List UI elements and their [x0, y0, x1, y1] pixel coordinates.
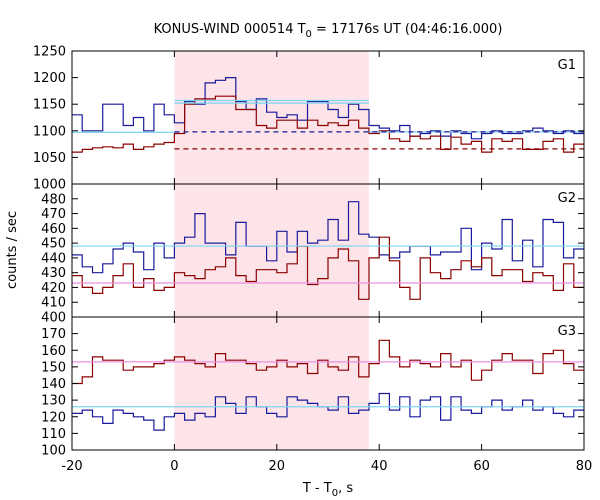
xtick-label: 80 [576, 459, 593, 474]
g2-ytick-label: 480 [41, 192, 66, 207]
g3-ytick-label: 160 [41, 344, 66, 359]
chart-title: KONUS-WIND 000514 T0 = 17176s UT (04:46:… [154, 22, 503, 40]
xtick-label: 40 [371, 459, 388, 474]
g2-red-series [72, 236, 584, 300]
g3-ytick-label: 130 [41, 394, 66, 409]
xtick-label: 60 [473, 459, 490, 474]
g3-ytick-label: 120 [41, 410, 66, 425]
x-axis-label: T - T0, s [302, 481, 353, 499]
g1-ytick-label: 1150 [33, 98, 66, 113]
xtick-label: -20 [61, 459, 82, 474]
xtick-label: 0 [170, 459, 178, 474]
g3-ytick-label: 150 [41, 360, 66, 375]
g2-ytick-label: 420 [41, 281, 66, 296]
g3-ytick-label: 170 [41, 327, 66, 342]
g2-ytick-label: 450 [41, 237, 66, 252]
g3-blue-series [72, 392, 584, 431]
plot-area: 100010501100115012001250G140041042043044… [33, 45, 592, 475]
g3-ytick-label: 100 [41, 444, 66, 459]
g2-ytick-label: 430 [41, 266, 66, 281]
g1-ytick-label: 1000 [33, 178, 66, 193]
shaded-interval [174, 51, 369, 450]
g1-ytick-label: 1100 [33, 124, 66, 139]
g3-panel-label: G3 [558, 324, 576, 339]
g3-ytick-label: 110 [41, 427, 66, 442]
g2-ytick-label: 410 [41, 296, 66, 311]
xtick-label: 20 [269, 459, 286, 474]
g1-red-series [72, 95, 584, 153]
g2-ytick-label: 440 [41, 251, 66, 266]
g2-ytick-label: 460 [41, 222, 66, 237]
g2-ytick-label: 400 [41, 311, 66, 326]
g1-blue-series [72, 77, 584, 140]
g2-ytick-label: 470 [41, 207, 66, 222]
g1-ytick-label: 1200 [33, 71, 66, 86]
g1-ytick-label: 1250 [33, 45, 66, 60]
g1-ytick-label: 1050 [33, 151, 66, 166]
g3-red-series [72, 339, 584, 385]
g3-frame [71, 316, 585, 451]
g1-panel-label: G1 [558, 58, 576, 73]
g2-blue-series [72, 201, 584, 274]
g3-ytick-label: 140 [41, 377, 66, 392]
g2-panel-label: G2 [558, 191, 576, 206]
y-axis-label: counts / sec [5, 211, 20, 289]
